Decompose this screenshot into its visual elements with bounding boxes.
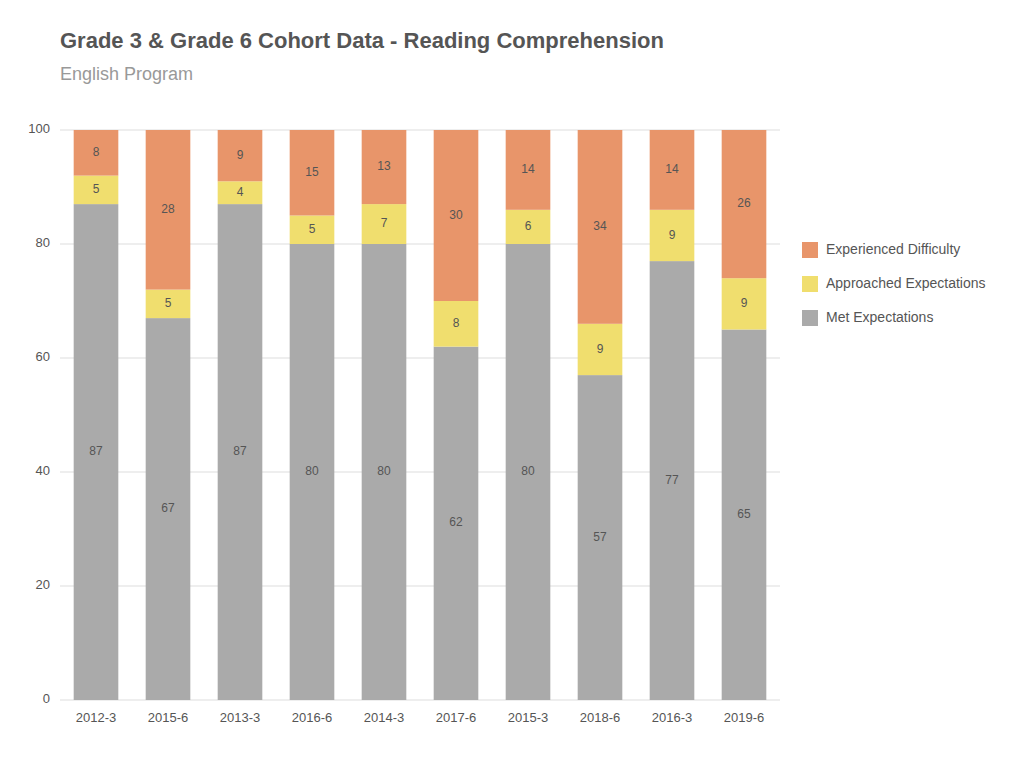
bar-segment bbox=[290, 244, 335, 700]
bar-segment bbox=[146, 290, 191, 319]
bar-segment bbox=[434, 347, 479, 700]
bar-segment bbox=[578, 375, 623, 700]
data-label: 34 bbox=[593, 219, 607, 233]
bar-segment bbox=[722, 330, 767, 701]
data-label: 9 bbox=[597, 342, 604, 356]
bar-segment bbox=[146, 318, 191, 700]
x-tick-label: 2013-3 bbox=[220, 710, 260, 725]
data-label: 5 bbox=[309, 222, 316, 236]
grid bbox=[60, 130, 780, 700]
data-label: 77 bbox=[665, 473, 679, 487]
legend-swatch bbox=[802, 242, 818, 258]
bar-segment bbox=[578, 130, 623, 324]
y-tick-label: 20 bbox=[36, 577, 50, 592]
x-tick-label: 2018-6 bbox=[580, 710, 620, 725]
data-label: 28 bbox=[161, 202, 175, 216]
bar-segment bbox=[362, 204, 407, 244]
x-tick-label: 2019-6 bbox=[724, 710, 764, 725]
y-tick-label: 80 bbox=[36, 235, 50, 250]
x-tick-label: 2015-6 bbox=[148, 710, 188, 725]
bar-segment bbox=[650, 261, 695, 700]
y-tick-label: 40 bbox=[36, 463, 50, 478]
bar-segment bbox=[650, 210, 695, 261]
x-tick-label: 2016-3 bbox=[652, 710, 692, 725]
x-tick-label: 2012-3 bbox=[76, 710, 116, 725]
data-label: 4 bbox=[237, 185, 244, 199]
data-label: 5 bbox=[93, 182, 100, 196]
data-label: 62 bbox=[449, 515, 463, 529]
y-tick-label: 60 bbox=[36, 349, 50, 364]
bars bbox=[74, 130, 767, 700]
data-label: 80 bbox=[521, 464, 535, 478]
data-label: 9 bbox=[669, 228, 676, 242]
bar-segment bbox=[290, 216, 335, 245]
x-tick-label: 2016-6 bbox=[292, 710, 332, 725]
data-label: 30 bbox=[449, 208, 463, 222]
data-label: 13 bbox=[377, 159, 391, 173]
bar-segment bbox=[218, 204, 263, 700]
data-label: 65 bbox=[737, 507, 751, 521]
bar-segment bbox=[74, 130, 119, 176]
bar-segment bbox=[506, 210, 551, 244]
title: Grade 3 & Grade 6 Cohort Data - Reading … bbox=[60, 28, 664, 53]
data-label: 80 bbox=[305, 464, 319, 478]
bar-segment bbox=[434, 301, 479, 347]
bar-segment bbox=[506, 244, 551, 700]
data-label: 57 bbox=[593, 530, 607, 544]
bar-segment bbox=[578, 324, 623, 375]
legend-swatch bbox=[802, 310, 818, 326]
bar-segment bbox=[506, 130, 551, 210]
bar-segment bbox=[434, 130, 479, 301]
legend-swatch bbox=[802, 276, 818, 292]
y-tick-label: 0 bbox=[43, 691, 50, 706]
data-label: 6 bbox=[525, 219, 532, 233]
data-label: 8 bbox=[93, 145, 100, 159]
x-tick-label: 2014-3 bbox=[364, 710, 404, 725]
subtitle: English Program bbox=[60, 64, 193, 84]
data-label: 26 bbox=[737, 196, 751, 210]
data-label: 14 bbox=[665, 162, 679, 176]
data-label: 87 bbox=[233, 444, 247, 458]
data-labels: 8767878080628057776555457869998289151330… bbox=[89, 145, 751, 544]
data-label: 8 bbox=[453, 316, 460, 330]
bar-segment bbox=[218, 181, 263, 204]
data-label: 67 bbox=[161, 501, 175, 515]
y-tick-label: 100 bbox=[28, 121, 50, 136]
bar-segment bbox=[722, 130, 767, 278]
legend-label: Experienced Difficulty bbox=[826, 241, 960, 257]
x-tick-label: 2017-6 bbox=[436, 710, 476, 725]
bar-segment bbox=[362, 130, 407, 204]
data-label: 15 bbox=[305, 165, 319, 179]
chart: Grade 3 & Grade 6 Cohort Data - Reading … bbox=[0, 0, 1024, 768]
bar-segment bbox=[146, 130, 191, 290]
bar-segment bbox=[722, 278, 767, 329]
legend-label: Met Expectations bbox=[826, 309, 933, 325]
bar-segment bbox=[362, 244, 407, 700]
legend-label: Approached Expectations bbox=[826, 275, 986, 291]
data-label: 80 bbox=[377, 464, 391, 478]
data-label: 14 bbox=[521, 162, 535, 176]
x-tick-label: 2015-3 bbox=[508, 710, 548, 725]
bar-segment bbox=[650, 130, 695, 210]
data-label: 9 bbox=[237, 148, 244, 162]
data-label: 87 bbox=[89, 444, 103, 458]
bar-segment bbox=[218, 130, 263, 181]
bar-segment bbox=[290, 130, 335, 216]
legend: Experienced Difficulty Approached Expecta… bbox=[802, 241, 986, 326]
data-label: 9 bbox=[741, 296, 748, 310]
bar-segment bbox=[74, 176, 119, 205]
bar-segment bbox=[74, 204, 119, 700]
data-label: 5 bbox=[165, 296, 172, 310]
data-label: 7 bbox=[381, 216, 388, 230]
